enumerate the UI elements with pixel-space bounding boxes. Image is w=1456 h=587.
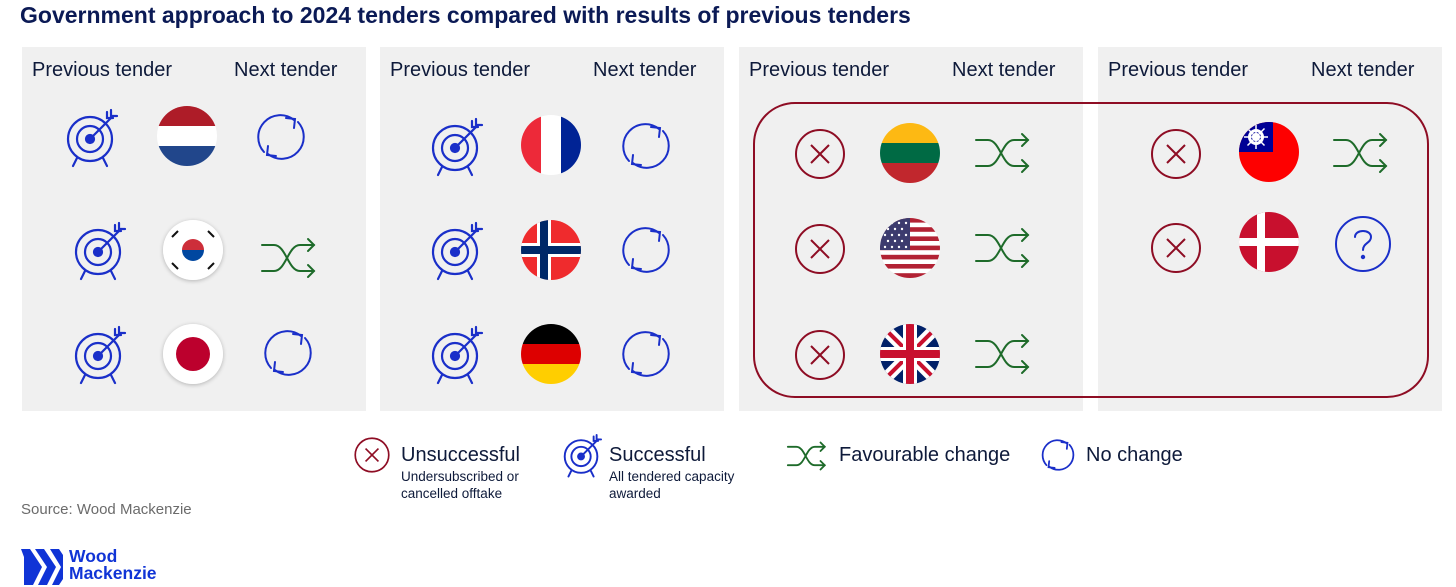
shuffle-icon <box>972 217 1034 279</box>
shuffle-icon <box>972 122 1034 184</box>
shuffle-icon <box>1330 122 1392 184</box>
next-tender-header: Next tender <box>1311 59 1415 81</box>
denmark-flag-icon <box>1239 212 1299 272</box>
shuffle-icon <box>258 227 320 289</box>
next-tender-header: Next tender <box>234 59 338 81</box>
previous-tender-header: Previous tender <box>749 59 890 81</box>
refresh-icon <box>615 115 677 177</box>
wood-mackenzie-logo: Wood Mackenzie <box>21 546 191 586</box>
refresh-icon <box>615 323 677 385</box>
question-circle-icon <box>1332 213 1394 275</box>
previous-tender-header: Previous tender <box>1108 59 1249 81</box>
target-icon <box>71 323 133 385</box>
uk-flag-icon <box>880 324 940 384</box>
next-tender-header: Next tender <box>952 59 1056 81</box>
x-circle-icon <box>1145 217 1207 279</box>
logo-line-1: Wood <box>69 546 118 566</box>
logo-wordmark: Wood Mackenzie <box>69 546 157 583</box>
refresh-icon <box>257 322 319 384</box>
target-icon <box>71 219 133 281</box>
south-korea-flag-icon <box>163 220 223 280</box>
shuffle-icon <box>972 323 1034 385</box>
x-circle-icon <box>1145 123 1207 185</box>
x-circle-icon <box>789 324 851 386</box>
logo-line-2: Mackenzie <box>69 563 157 583</box>
x-circle-icon <box>789 123 851 185</box>
netherlands-flag-icon <box>157 106 217 166</box>
germany-flag-icon <box>521 324 581 384</box>
refresh-icon <box>1037 434 1079 476</box>
previous-tender-header: Previous tender <box>390 59 531 81</box>
japan-flag-icon <box>163 324 223 384</box>
taiwan-flag-icon <box>1239 122 1299 182</box>
shuffle-icon <box>785 434 829 478</box>
usa-flag-icon <box>880 218 940 278</box>
source-note: Source: Wood Mackenzie <box>21 501 192 518</box>
legend-unsuccessful-description: Undersubscribed or cancelled offtake <box>401 469 519 501</box>
legend-successful-description: All tendered capacity awarded <box>609 469 735 501</box>
legend-unsuccessful-label: Unsuccessful <box>401 444 520 466</box>
target-icon <box>428 323 490 385</box>
x-circle-icon <box>789 218 851 280</box>
logo-mark-icon <box>21 549 63 585</box>
page-title: Government approach to 2024 tenders comp… <box>20 2 911 28</box>
legend-favourable-change-label: Favourable change <box>839 444 1011 466</box>
legend-no-change-label: No change <box>1086 444 1183 466</box>
target-icon <box>428 219 490 281</box>
previous-tender-header: Previous tender <box>32 59 173 81</box>
france-flag-icon <box>521 115 581 175</box>
refresh-icon <box>250 106 312 168</box>
target-icon <box>63 106 125 168</box>
lithuania-flag-icon <box>880 123 940 183</box>
refresh-icon <box>615 219 677 281</box>
target-icon <box>561 432 607 478</box>
legend-successful-label: Successful <box>609 444 706 466</box>
x-circle-icon <box>352 435 392 475</box>
next-tender-header: Next tender <box>593 59 697 81</box>
norway-flag-icon <box>521 220 581 280</box>
target-icon <box>428 115 490 177</box>
